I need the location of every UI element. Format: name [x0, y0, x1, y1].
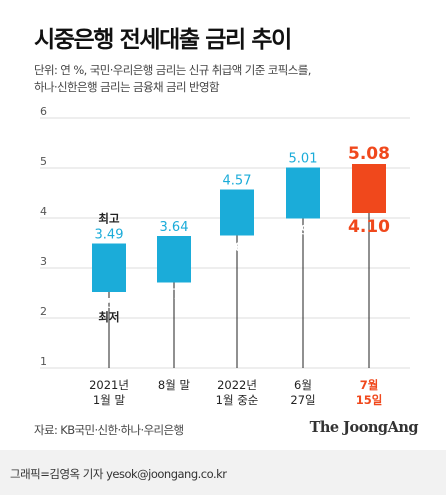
low-value-label: 3.99 [289, 224, 318, 239]
range-bar [352, 164, 386, 213]
unit-note-line-2: 하나·신한은행 금리는 금융채 금리 반영함 [34, 80, 220, 94]
high-value-label: 3.49 [95, 228, 124, 243]
chart-title: 시중은행 전세대출 금리 추이 [34, 27, 292, 53]
high-annotation: 최고 [98, 212, 120, 226]
x-category-label: 6월 [294, 378, 312, 392]
high-value-label: 5.01 [289, 152, 318, 167]
range-bar [286, 167, 320, 219]
y-tick-label: 6 [40, 105, 47, 118]
high-value-label: 5.08 [348, 144, 390, 164]
low-value-label: 2.71 [160, 288, 189, 303]
range-bar [157, 236, 191, 283]
x-category-label: 1월 중순 [216, 393, 259, 407]
y-tick-label: 3 [40, 255, 47, 268]
low-value-label: 4.10 [348, 217, 390, 237]
source-note: 자료: KB국민·신한·하나·우리은행 [34, 423, 184, 437]
x-category-label: 2021년 [89, 378, 129, 392]
x-category-label: 8월 말 [158, 378, 191, 392]
range-bar [220, 189, 254, 236]
unit-note-line-1: 단위: 연 %, 국민·우리은행 금리는 신규 취급액 기준 코픽스를, [34, 63, 311, 77]
x-category-label: 27일 [290, 393, 315, 407]
publisher-logo: The JoongAng [309, 419, 419, 436]
range-bar [92, 243, 126, 292]
y-tick-label: 2 [40, 305, 47, 318]
y-tick-label: 5 [40, 155, 47, 168]
y-tick-label: 1 [40, 355, 47, 368]
credit-band [0, 450, 446, 495]
low-annotation: 최저 [98, 310, 119, 324]
x-category-label: 15일 [356, 393, 383, 407]
x-category-label: 7월 [360, 378, 379, 392]
high-value-label: 3.64 [160, 220, 189, 235]
x-category-label: 1월 말 [93, 393, 126, 407]
x-category-label: 2022년 [217, 378, 257, 392]
low-value-label: 2.52 [95, 297, 124, 312]
y-tick-label: 4 [40, 205, 47, 218]
low-value-label: 3.65 [223, 241, 252, 256]
graphic-credit: 그래픽=김영옥 기자 yesok@joongang.co.kr [10, 467, 227, 481]
high-value-label: 4.57 [223, 174, 252, 189]
